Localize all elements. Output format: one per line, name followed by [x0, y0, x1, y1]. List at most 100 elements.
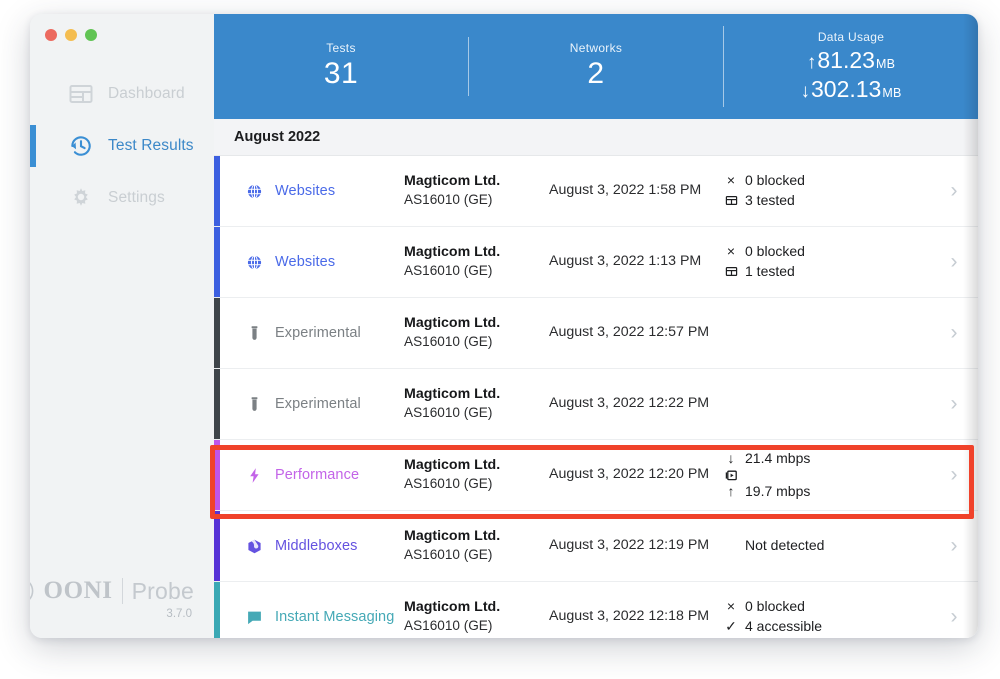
test-name: Websites [275, 183, 336, 199]
download-unit: MB [882, 85, 902, 100]
row-network: Magticom Ltd. AS16010 (GE) [404, 598, 549, 636]
test-result-row[interactable]: Experimental Magticom Ltd. AS16010 (GE) … [214, 369, 978, 440]
gear-icon [68, 185, 94, 211]
summary-tests-label: Tests [326, 41, 356, 56]
cube-icon [246, 538, 263, 555]
stat-text: Not detected [745, 537, 825, 554]
sidebar-nav: Dashboard Test Results [30, 68, 214, 224]
sidebar: Dashboard Test Results [30, 14, 214, 638]
network-name: Magticom Ltd. [404, 244, 501, 261]
row-stats: × 0 blocked 1 tested [724, 242, 930, 282]
stat-text: 4 accessible [745, 618, 823, 634]
minimize-window-button[interactable] [65, 29, 77, 41]
result-stat: ✓ 4 accessible [724, 617, 930, 637]
download-arrow-icon: ↓ [800, 80, 810, 102]
stat-glyph-icon: ↑ [727, 482, 735, 499]
main-panel: Tests 31 Networks 2 Data Usage ↑ 81.23 M… [214, 14, 978, 638]
sidebar-item-settings[interactable]: Settings [30, 172, 214, 224]
download-value: 302.13 [810, 75, 882, 102]
chevron-right-icon[interactable]: › [950, 392, 958, 415]
test-tube-icon [246, 396, 263, 413]
chat-bubble-icon [246, 609, 263, 626]
sidebar-item-test-results[interactable]: Test Results [30, 120, 214, 172]
row-network: Magticom Ltd. AS16010 (GE) [404, 172, 549, 210]
upload-unit: MB [875, 56, 896, 71]
row-stats: × 0 blocked 3 tested [724, 171, 930, 211]
stat-text: 1 tested [745, 263, 795, 279]
stat-glyph-icon: ✓ [725, 618, 737, 634]
row-network: Magticom Ltd. AS16010 (GE) [404, 527, 549, 565]
row-date: August 3, 2022 12:20 PM [549, 466, 710, 483]
app-version: 3.7.0 [166, 608, 192, 620]
result-stat: Not detected [724, 536, 930, 556]
stat-text: 0 blocked [745, 598, 805, 615]
test-results-list: Websites Magticom Ltd. AS16010 (GE) Augu… [214, 156, 978, 638]
summary-tests-value: 31 [323, 57, 359, 91]
test-result-row[interactable]: Websites Magticom Ltd. AS16010 (GE) Augu… [214, 156, 978, 227]
result-stat [724, 469, 930, 482]
test-name: Middleboxes [275, 538, 358, 554]
chevron-right-icon[interactable]: › [950, 605, 958, 628]
row-accent-bar [214, 156, 220, 226]
row-date: August 3, 2022 12:19 PM [549, 537, 710, 554]
test-result-row[interactable]: Performance Magticom Ltd. AS16010 (GE) A… [214, 440, 978, 511]
network-name: Magticom Ltd. [404, 457, 501, 474]
chevron-right-icon[interactable]: › [950, 534, 958, 557]
brand-product: Probe [131, 577, 194, 604]
result-stat: × 0 blocked [724, 242, 930, 262]
globe-icon [246, 254, 263, 271]
test-result-row[interactable]: Experimental Magticom Ltd. AS16010 (GE) … [214, 298, 978, 369]
summary-networks: Networks 2 [468, 37, 723, 96]
row-accent-bar [214, 511, 220, 581]
globe-icon [246, 183, 263, 200]
row-accent-bar [214, 298, 220, 368]
network-name: Magticom Ltd. [404, 599, 501, 616]
sidebar-item-label: Test Results [108, 137, 194, 154]
test-name: Instant Messaging [275, 609, 395, 625]
upload-value: 81.23 [817, 46, 875, 73]
result-stat: ↑ 19.7 mbps [724, 482, 930, 502]
row-network: Magticom Ltd. AS16010 (GE) [404, 314, 549, 352]
chevron-right-icon[interactable]: › [950, 321, 958, 344]
row-accent-bar [214, 227, 220, 297]
row-stats: ↓ 21.4 mbps ↑ 19.7 mbps [724, 449, 930, 502]
network-asn: AS16010 (GE) [404, 334, 493, 350]
network-asn: AS16010 (GE) [404, 618, 493, 634]
test-name: Websites [275, 254, 336, 270]
network-asn: AS16010 (GE) [404, 476, 493, 492]
zoom-window-button[interactable] [85, 29, 97, 41]
test-result-row[interactable]: Websites Magticom Ltd. AS16010 (GE) Augu… [214, 227, 978, 298]
stat-glyph-icon: × [726, 598, 736, 615]
row-stats: × 0 blocked ✓ 4 accessible [724, 597, 930, 637]
test-result-row[interactable]: Instant Messaging Magticom Ltd. AS16010 … [214, 582, 978, 638]
result-stat: × 0 blocked [724, 171, 930, 191]
result-stat: 1 tested [724, 262, 930, 282]
network-name: Magticom Ltd. [404, 528, 501, 545]
upload-arrow-icon: ↑ [806, 51, 817, 73]
row-accent-bar [214, 440, 220, 510]
data-download: ↓ 302.13 MB [724, 75, 978, 104]
row-test-type: Experimental [214, 396, 404, 413]
test-tube-icon [246, 325, 263, 342]
sidebar-item-dashboard[interactable]: Dashboard [30, 68, 214, 120]
test-result-row[interactable]: Middleboxes Magticom Ltd. AS16010 (GE) A… [214, 511, 978, 582]
stat-text: 21.4 mbps [745, 449, 811, 466]
stat-text: 0 blocked [745, 243, 805, 260]
summary-networks-label: Networks [569, 41, 623, 56]
summary-header: Tests 31 Networks 2 Data Usage ↑ 81.23 M… [214, 14, 978, 119]
row-stats: Not detected [724, 536, 930, 556]
network-asn: AS16010 (GE) [404, 405, 493, 421]
chevron-right-icon[interactable]: › [950, 179, 958, 202]
row-network: Magticom Ltd. AS16010 (GE) [404, 385, 549, 423]
test-name: Experimental [275, 325, 361, 341]
month-header: August 2022 [214, 119, 978, 156]
stat-text: 19.7 mbps [745, 482, 811, 499]
chevron-right-icon[interactable]: › [950, 463, 958, 486]
close-window-button[interactable] [45, 29, 57, 41]
row-date: August 3, 2022 12:57 PM [549, 324, 710, 341]
summary-data-usage: Data Usage ↑ 81.23 MB ↓ 302.13 MB [723, 25, 978, 108]
chevron-right-icon[interactable]: › [950, 250, 958, 273]
row-test-type: Performance [214, 467, 404, 484]
row-date: August 3, 2022 1:13 PM [549, 253, 702, 270]
